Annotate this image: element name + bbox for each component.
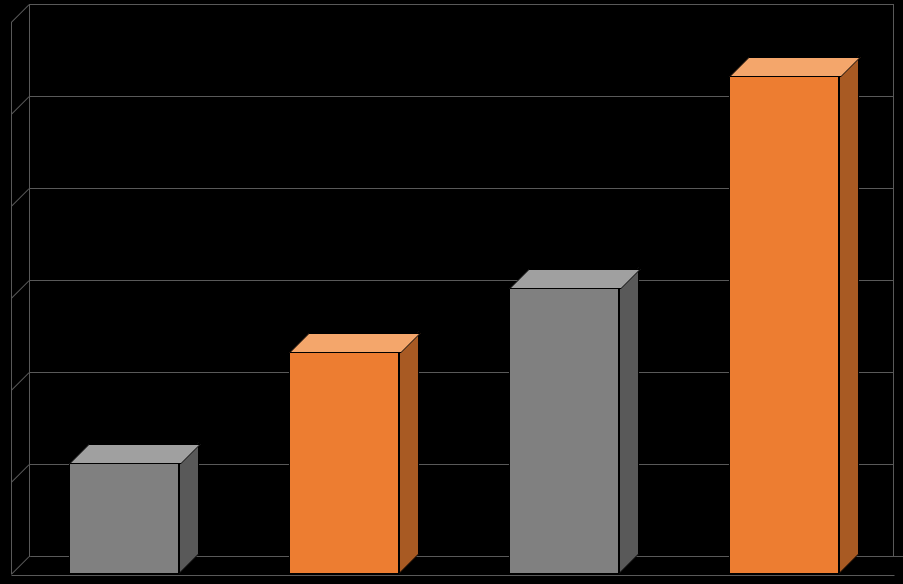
bar-side [399,331,419,574]
plot-area [11,4,894,574]
bar-side [619,267,639,574]
bar-front [729,75,839,574]
bar-side [839,55,859,574]
bar-top [69,444,201,464]
plot-left-back-edge [29,4,30,556]
plot-right-edge [893,4,894,556]
bar-top [509,269,641,289]
bar [69,446,179,574]
bar [509,271,619,574]
bar-top [729,57,861,77]
bar-front [509,287,619,574]
bar-front [69,462,179,574]
bar-front [289,351,399,574]
bar-top [289,333,421,353]
plot-left-front-edge [11,22,12,574]
bar [729,59,839,574]
bar-chart [0,0,903,584]
bar [289,335,399,574]
